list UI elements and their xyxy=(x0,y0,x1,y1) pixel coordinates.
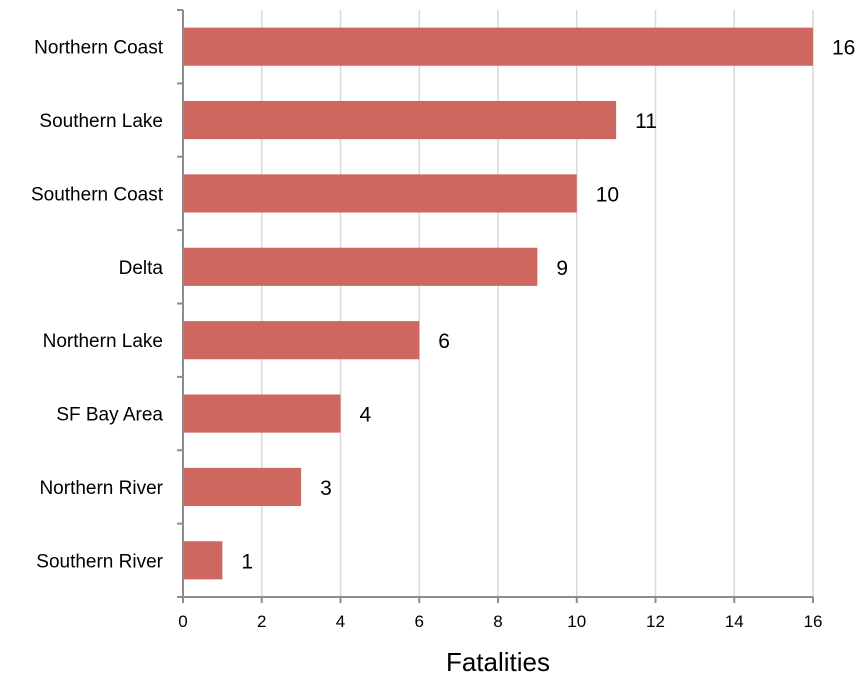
bar-northern-coast xyxy=(183,27,813,66)
category-label: Southern Coast xyxy=(31,184,164,205)
category-label: Delta xyxy=(119,258,164,279)
bar-southern-lake xyxy=(183,100,617,140)
category-label: Southern River xyxy=(36,551,163,572)
bar-southern-coast xyxy=(183,174,577,213)
x-tick-label: 12 xyxy=(646,612,665,631)
data-label: 16 xyxy=(832,37,855,60)
x-tick-label: 16 xyxy=(804,612,823,631)
category-label: Southern Lake xyxy=(39,111,163,132)
data-label: 4 xyxy=(360,404,372,427)
category-label: Northern Coast xyxy=(34,38,164,59)
data-label: 1 xyxy=(241,550,253,573)
axis-ticks xyxy=(177,9,814,603)
x-tick-label: 8 xyxy=(493,612,502,631)
x-tick-label: 2 xyxy=(257,612,266,631)
x-tick-label: 10 xyxy=(567,612,586,631)
bar-northern-lake xyxy=(183,321,420,360)
x-axis-title: Fatalities xyxy=(446,647,550,677)
x-tick-label: 4 xyxy=(336,612,345,631)
data-label: 10 xyxy=(596,183,619,206)
category-label: Northern River xyxy=(39,478,163,499)
bar-southern-river xyxy=(183,541,223,580)
data-label: 9 xyxy=(556,257,568,280)
category-label: SF Bay Area xyxy=(56,405,163,426)
bar-delta xyxy=(183,247,538,286)
bars xyxy=(183,27,813,580)
x-tick-label: 6 xyxy=(415,612,424,631)
bar-northern-river xyxy=(183,467,302,507)
gridlines xyxy=(261,10,814,597)
x-tick-label: 14 xyxy=(725,612,744,631)
x-tick-label: 0 xyxy=(178,612,187,631)
category-label: Northern Lake xyxy=(43,331,163,352)
bar-sf-bay-area xyxy=(183,394,341,433)
data-label: 11 xyxy=(635,110,657,133)
data-label: 6 xyxy=(438,330,450,353)
data-label: 3 xyxy=(320,477,332,500)
